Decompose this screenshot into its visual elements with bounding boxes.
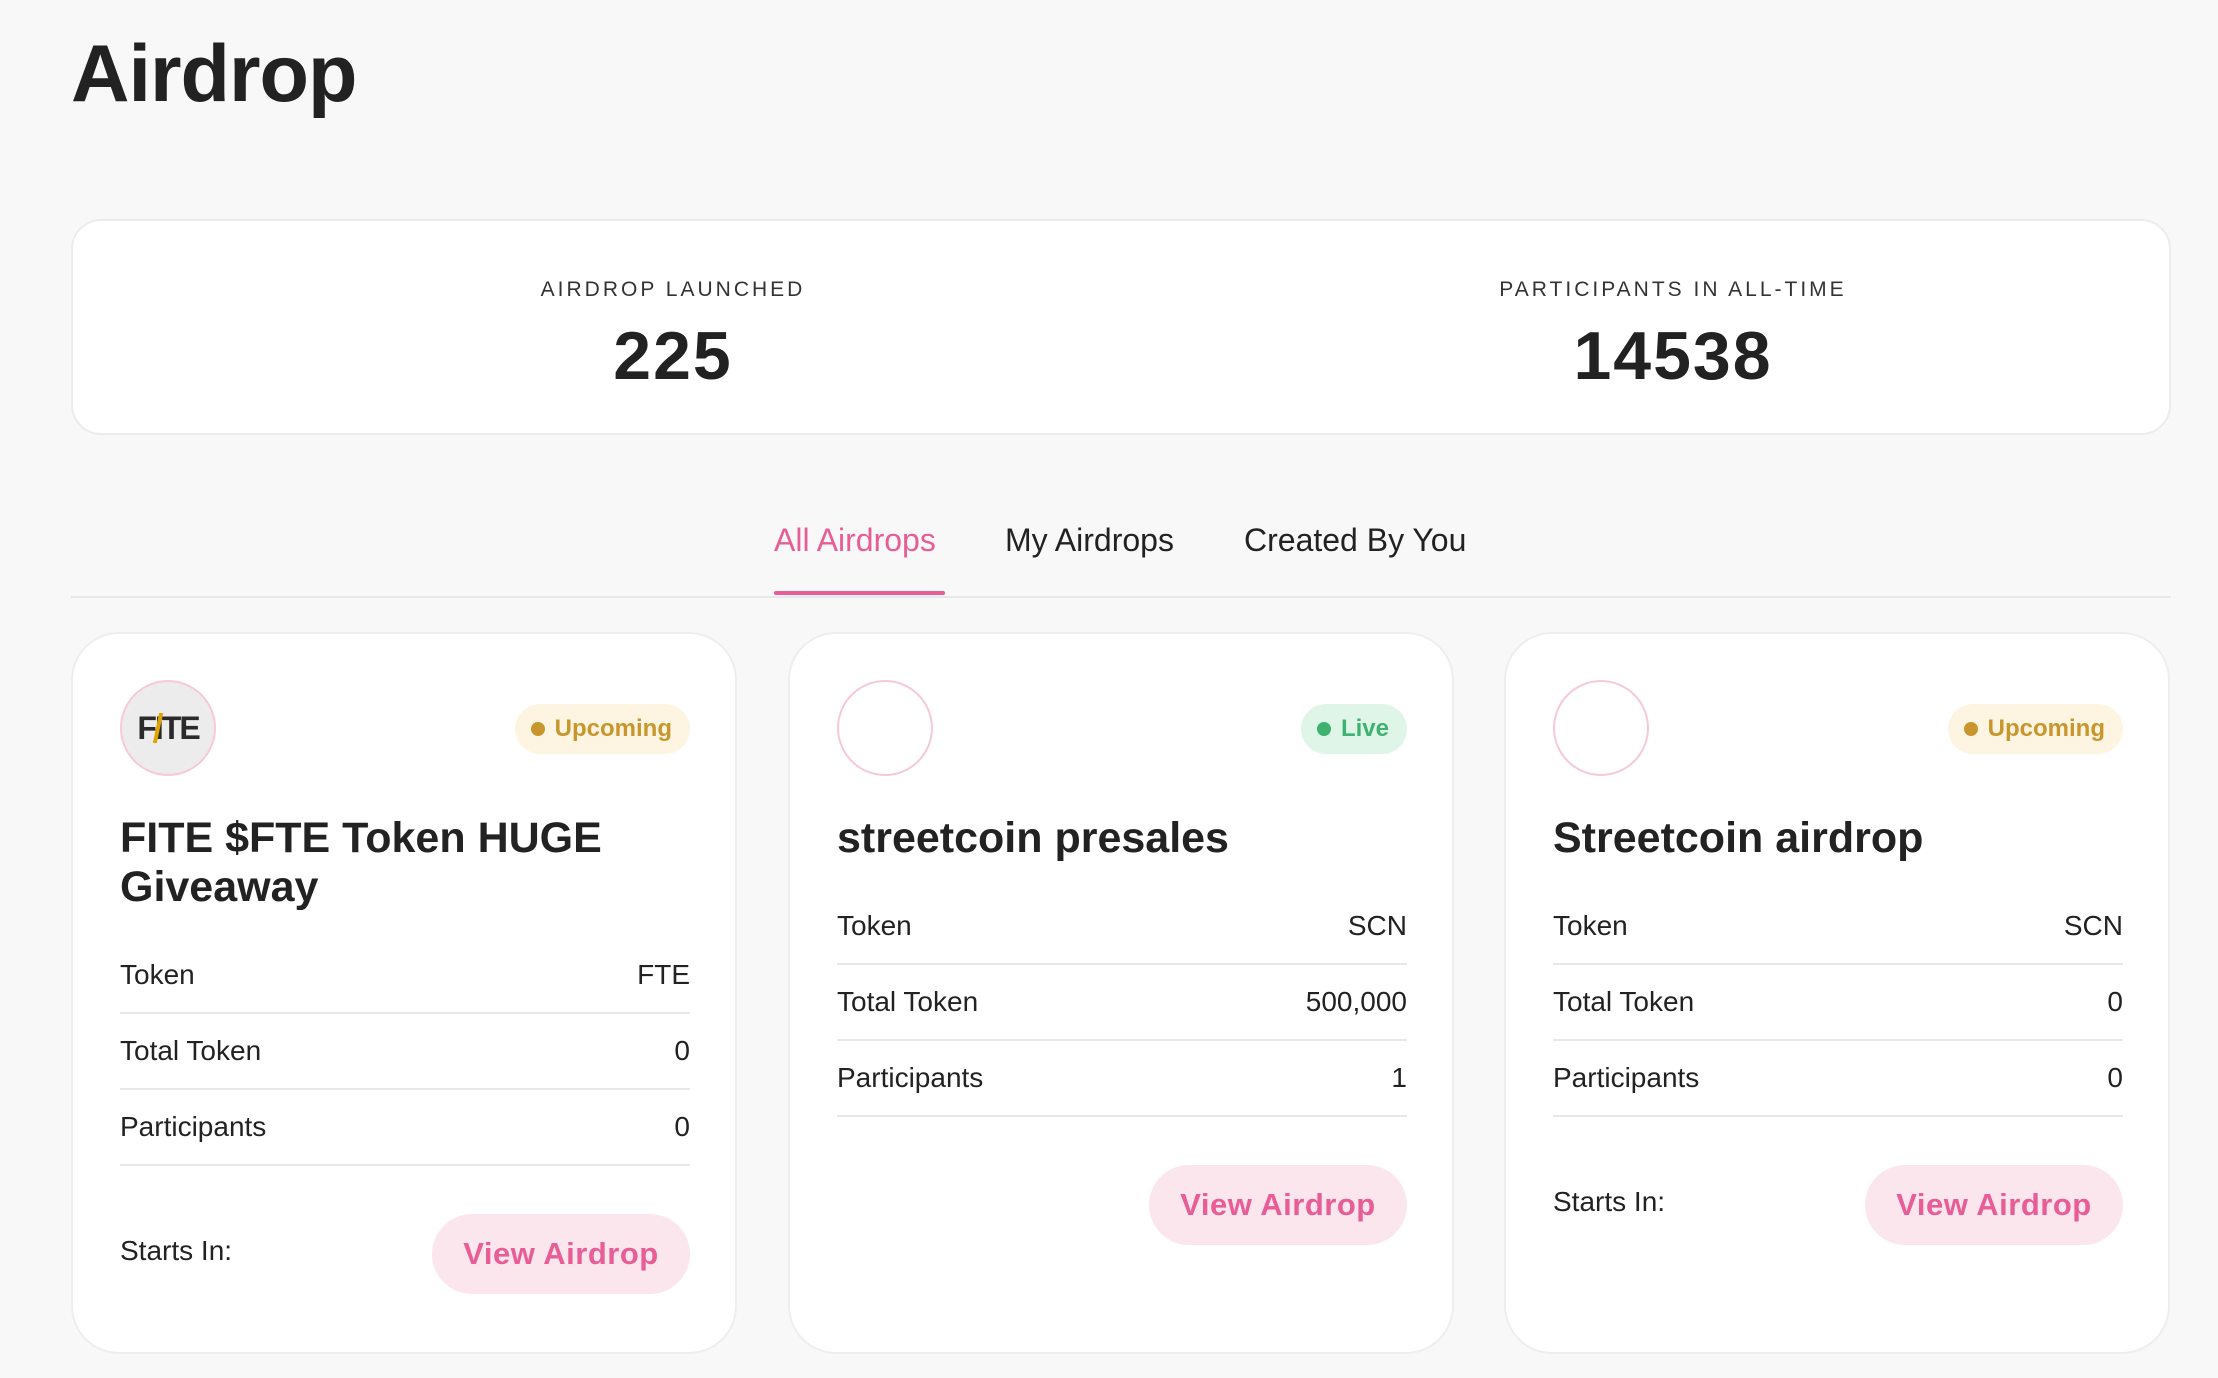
detail-value: 0 bbox=[2107, 1062, 2123, 1093]
airdrop-title: FITE $FTE Token HUGE Giveaway bbox=[120, 814, 602, 911]
detail-label: Total Token bbox=[837, 986, 979, 1017]
airdrop-title: Streetcoin airdrop bbox=[1553, 814, 1924, 862]
detail-row-total-token: Total Token 500,000 bbox=[837, 965, 1407, 1041]
detail-label: Total Token bbox=[120, 1035, 262, 1066]
tab-all-airdrops[interactable]: All Airdrops bbox=[774, 522, 936, 558]
stats-card: AIRDROP LAUNCHED 225 PARTICIPANTS IN ALL… bbox=[71, 219, 2171, 435]
detail-label: Participants bbox=[1553, 1062, 1700, 1093]
detail-row-participants: Participants 1 bbox=[837, 1041, 1407, 1117]
card-footer: Starts In: View Airdrop bbox=[120, 1214, 690, 1294]
airdrop-card: Live streetcoin presales Token SCN Total… bbox=[788, 632, 1454, 1354]
stat-label: PARTICIPANTS IN ALL-TIME bbox=[1499, 278, 1847, 301]
detail-value: 0 bbox=[674, 1035, 690, 1066]
status-badge-label: Live bbox=[1340, 715, 1389, 742]
detail-value: 500,000 bbox=[1305, 986, 1407, 1017]
detail-row-token: Token SCN bbox=[837, 889, 1407, 965]
airdrop-tabs: All Airdrops My Airdrops Created By You bbox=[71, 500, 2171, 598]
detail-label: Total Token bbox=[1553, 986, 1695, 1017]
view-airdrop-button[interactable]: View Airdrop bbox=[1149, 1165, 1407, 1245]
stat-airdrop-launched: AIRDROP LAUNCHED 225 bbox=[373, 279, 973, 390]
detail-value: 0 bbox=[2107, 986, 2123, 1017]
status-badge-label: Upcoming bbox=[554, 715, 672, 742]
detail-row-participants: Participants 0 bbox=[120, 1090, 690, 1166]
detail-value: 0 bbox=[674, 1111, 690, 1142]
logo-bolt-icon bbox=[153, 712, 164, 743]
view-airdrop-button[interactable]: View Airdrop bbox=[1865, 1165, 2123, 1245]
token-logo bbox=[1553, 680, 1649, 776]
tab-created-by-you[interactable]: Created By You bbox=[1244, 522, 1467, 558]
status-badge: Live bbox=[1300, 704, 1407, 754]
detail-row-total-token: Total Token 0 bbox=[120, 1014, 690, 1090]
detail-value: SCN bbox=[2063, 910, 2123, 941]
card-footer: Starts In: View Airdrop bbox=[1553, 1165, 2123, 1245]
status-badge: Upcoming bbox=[1947, 704, 2123, 754]
starts-in-label: Starts In: bbox=[1553, 1186, 1666, 1217]
airdrop-title: streetcoin presales bbox=[837, 814, 1229, 862]
token-logo bbox=[837, 680, 933, 776]
detail-value: FTE bbox=[637, 959, 690, 990]
airdrop-details: Token SCN Total Token 500,000 Participan… bbox=[837, 889, 1407, 1117]
detail-label: Token bbox=[1553, 910, 1628, 941]
detail-row-total-token: Total Token 0 bbox=[1553, 965, 2123, 1041]
starts-in-label: Starts In: bbox=[120, 1235, 233, 1266]
active-tab-indicator bbox=[774, 591, 945, 595]
detail-label: Participants bbox=[120, 1111, 267, 1142]
detail-value: SCN bbox=[1347, 910, 1407, 941]
page-title: Airdrop bbox=[71, 29, 357, 119]
airdrop-details: Token SCN Total Token 0 Participants 0 bbox=[1553, 889, 2123, 1117]
status-dot-icon bbox=[1316, 722, 1331, 736]
status-badge: Upcoming bbox=[514, 704, 690, 754]
airdrop-card: FITE Upcoming FITE $FTE Token HUGE Givea… bbox=[71, 632, 737, 1354]
tab-my-airdrops[interactable]: My Airdrops bbox=[1005, 522, 1174, 558]
detail-label: Token bbox=[837, 910, 912, 941]
airdrop-details: Token FTE Total Token 0 Participants 0 bbox=[120, 938, 690, 1166]
detail-row-participants: Participants 0 bbox=[1553, 1041, 2123, 1117]
status-dot-icon bbox=[1963, 722, 1978, 736]
status-badge-label: Upcoming bbox=[1987, 715, 2105, 742]
stat-value: 225 bbox=[613, 318, 733, 394]
view-airdrop-button[interactable]: View Airdrop bbox=[432, 1214, 690, 1294]
detail-label: Participants bbox=[837, 1062, 984, 1093]
stat-participants-all-time: PARTICIPANTS IN ALL-TIME 14538 bbox=[1373, 279, 1973, 390]
detail-row-token: Token SCN bbox=[1553, 889, 2123, 965]
stat-label: AIRDROP LAUNCHED bbox=[540, 278, 806, 301]
detail-row-token: Token FTE bbox=[120, 938, 690, 1014]
detail-value: 1 bbox=[1391, 1062, 1407, 1093]
status-dot-icon bbox=[530, 722, 545, 736]
token-logo-text: FITE bbox=[137, 709, 200, 746]
airdrop-card: Upcoming Streetcoin airdrop Token SCN To… bbox=[1504, 632, 2170, 1354]
card-footer: View Airdrop bbox=[837, 1165, 1407, 1245]
stat-value: 14538 bbox=[1573, 318, 1773, 394]
token-logo: FITE bbox=[120, 680, 216, 776]
detail-label: Token bbox=[120, 959, 195, 990]
